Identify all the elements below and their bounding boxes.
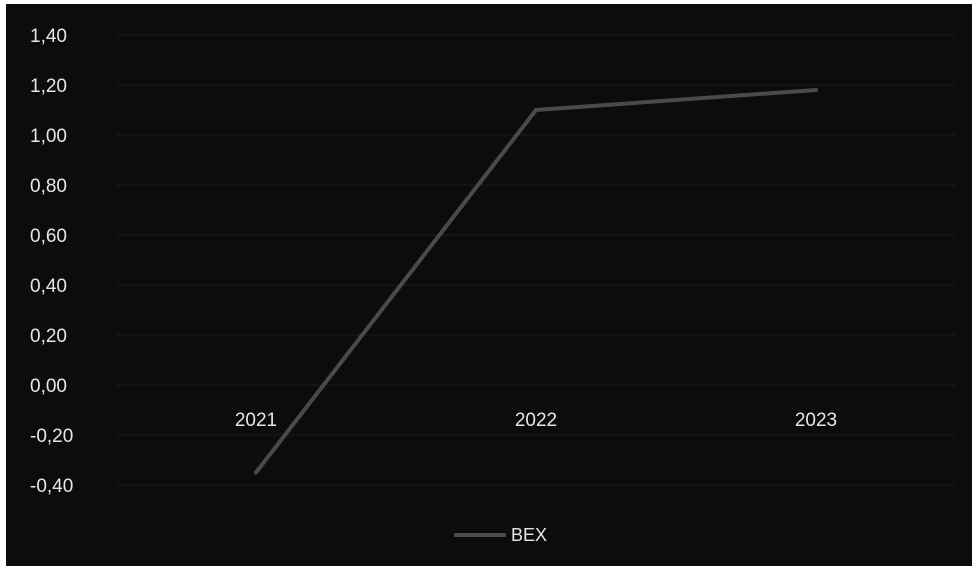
line-chart: 1,40 1,20 1,00 0,80 0,60 0,40 0,20 0,00 -0,20 -0,…: [30, 26, 956, 545]
y-tick-label: 1,40: [30, 26, 67, 47]
y-axis-tick-labels: 1,40 1,20 1,00 0,80 0,60 0,40 0,20 0,00 -0,20 -0,…: [30, 26, 73, 497]
gridlines: [116, 34, 956, 486]
legend-label: BEX: [511, 525, 547, 545]
x-category-label: 2021: [235, 410, 277, 431]
series-lines: [254, 88, 818, 475]
chart-area: 1,40 1,20 1,00 0,80 0,60 0,40 0,20 0,00 -0,20 -0,…: [6, 4, 972, 566]
data-point: [254, 470, 258, 475]
y-tick-label: -0,40: [30, 476, 73, 497]
y-tick-label: 0,00: [30, 376, 67, 397]
x-category-label: 2022: [515, 410, 557, 431]
legend: BEX: [454, 525, 547, 545]
y-tick-label: 0,80: [30, 176, 67, 197]
y-tick-label: -0,20: [30, 426, 73, 447]
data-point: [814, 88, 818, 92]
x-category-label: 2023: [795, 410, 837, 431]
y-tick-label: 0,40: [30, 276, 67, 297]
y-tick-label: 1,20: [30, 76, 67, 97]
y-tick-label: 1,00: [30, 126, 67, 147]
y-tick-label: 0,20: [30, 326, 67, 347]
data-point: [534, 108, 538, 112]
y-tick-label: 0,60: [30, 226, 67, 247]
x-axis-category-labels: 2021 2022 2023: [235, 410, 837, 431]
